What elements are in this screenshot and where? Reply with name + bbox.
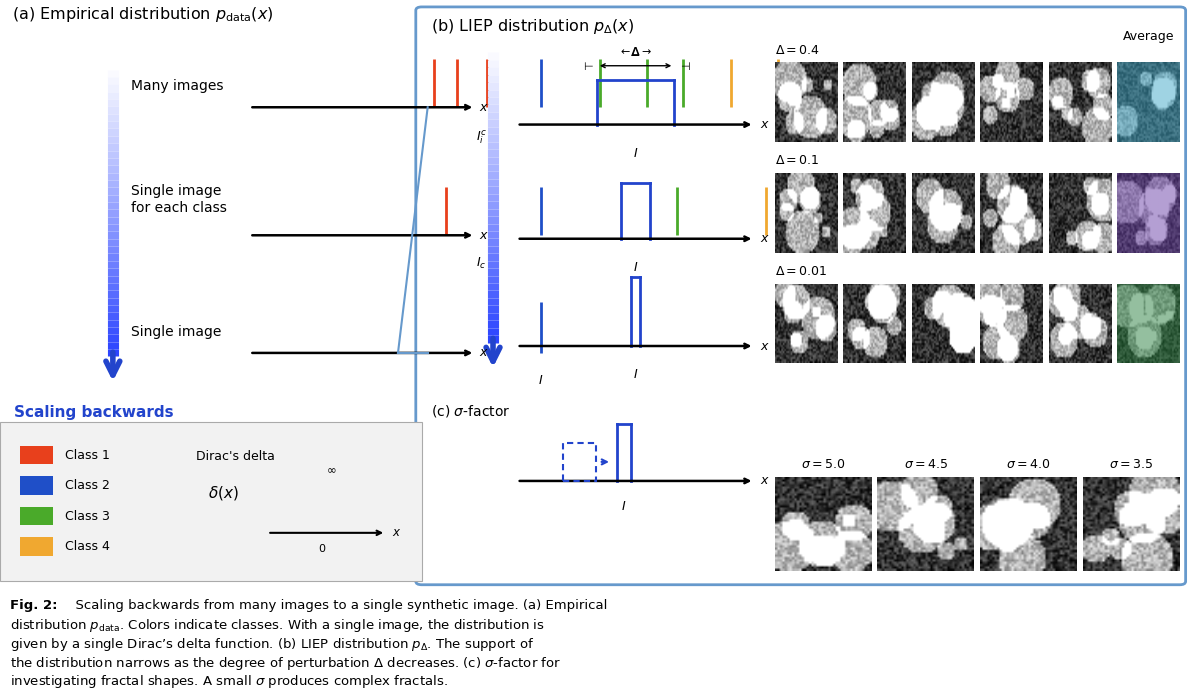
Text: $\vdash$: $\vdash$ — [581, 60, 594, 72]
Text: $I$: $I$ — [633, 147, 638, 160]
Text: Scaling backwards from many images to a single synthetic image. (a) Empirical: Scaling backwards from many images to a … — [67, 599, 607, 612]
Text: (c) $\sigma$-factor: (c) $\sigma$-factor — [431, 403, 511, 419]
Text: $\infty$: $\infty$ — [326, 463, 336, 476]
Text: $x$: $x$ — [760, 340, 770, 352]
Text: Class 4: Class 4 — [65, 540, 110, 553]
Text: Fig. 2:: Fig. 2: — [10, 599, 57, 612]
Text: $\Delta = 0.1$: $\Delta = 0.1$ — [775, 154, 820, 167]
Text: $\Delta = 0.4$: $\Delta = 0.4$ — [775, 44, 820, 57]
Text: $\dashv$: $\dashv$ — [677, 60, 690, 72]
Text: the distribution narrows as the degree of perturbation $\Delta$ decreases. (c) $: the distribution narrows as the degree o… — [10, 655, 561, 672]
Text: distribution $p_{\mathrm{data}}$. Colors indicate classes. With a single image, : distribution $p_{\mathrm{data}}$. Colors… — [10, 617, 544, 635]
Bar — [20, 446, 53, 464]
Text: $I$: $I$ — [633, 261, 638, 274]
Text: Many images: Many images — [131, 80, 223, 93]
Text: $\sigma = 5.0$: $\sigma = 5.0$ — [801, 457, 845, 471]
Text: $I$: $I$ — [621, 500, 626, 513]
Text: Scaling backwards: Scaling backwards — [14, 405, 173, 420]
Text: Class 3: Class 3 — [65, 510, 110, 522]
Text: $\Delta$: $\Delta$ — [631, 46, 640, 59]
Text: $\sigma = 4.0$: $\sigma = 4.0$ — [1006, 457, 1050, 471]
Bar — [20, 507, 53, 525]
Text: $I$: $I$ — [538, 374, 543, 387]
Text: Single image
for each class: Single image for each class — [131, 184, 227, 215]
Text: Class 1: Class 1 — [65, 449, 110, 462]
Text: $I$: $I$ — [633, 368, 638, 381]
Text: $\Delta = 0.01$: $\Delta = 0.01$ — [775, 265, 827, 278]
Text: $\leftarrow\Delta\rightarrow$: $\leftarrow\Delta\rightarrow$ — [619, 46, 652, 57]
Text: $I_c$: $I_c$ — [476, 256, 486, 271]
FancyBboxPatch shape — [0, 422, 422, 581]
Text: 0: 0 — [318, 544, 326, 554]
Text: $\sigma = 4.5$: $\sigma = 4.5$ — [904, 457, 948, 471]
Bar — [20, 537, 53, 556]
Text: $x$: $x$ — [479, 101, 488, 113]
Text: $I_i^c$: $I_i^c$ — [475, 128, 487, 146]
Text: (b) LIEP distribution $p_{\Delta}(x)$: (b) LIEP distribution $p_{\Delta}(x)$ — [431, 17, 634, 36]
Text: $x$: $x$ — [760, 475, 770, 487]
FancyBboxPatch shape — [416, 7, 1186, 585]
Bar — [563, 443, 596, 481]
Text: $x$: $x$ — [479, 229, 488, 242]
Text: investigating fractal shapes. A small $\sigma$ produces complex fractals.: investigating fractal shapes. A small $\… — [10, 673, 448, 691]
Text: $x$: $x$ — [760, 118, 770, 131]
Text: Single image: Single image — [131, 325, 221, 339]
Text: $x$: $x$ — [760, 233, 770, 245]
Text: given by a single Dirac’s delta function. (b) LIEP distribution $p_{\Delta}$. Th: given by a single Dirac’s delta function… — [10, 636, 533, 653]
Text: Dirac's delta: Dirac's delta — [196, 450, 274, 463]
Bar — [20, 476, 53, 495]
Text: (a) Empirical distribution $p_{\mathrm{data}}(x)$: (a) Empirical distribution $p_{\mathrm{d… — [12, 6, 273, 24]
Text: Average: Average — [1123, 30, 1174, 43]
Text: $\delta(x)$: $\delta(x)$ — [208, 484, 239, 502]
Text: Class 2: Class 2 — [65, 480, 110, 492]
Text: $x$: $x$ — [392, 527, 402, 539]
Text: $\sigma = 3.5$: $\sigma = 3.5$ — [1110, 457, 1154, 471]
Text: $x$: $x$ — [479, 347, 488, 359]
